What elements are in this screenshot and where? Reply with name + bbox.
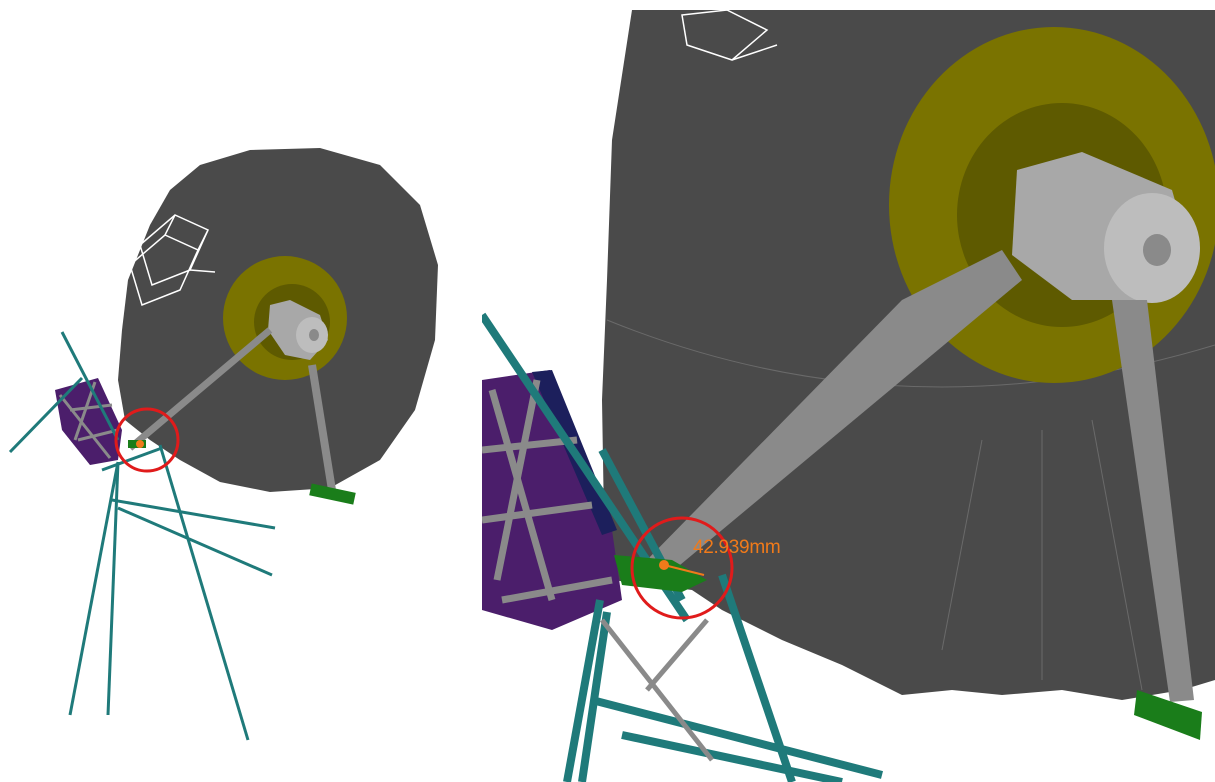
wireframe-box bbox=[129, 214, 216, 306]
mount-base-right bbox=[309, 483, 356, 505]
wireframe-box bbox=[681, 9, 778, 61]
frame-panel bbox=[55, 378, 122, 465]
boom-arm bbox=[127, 327, 273, 451]
mount-base-right bbox=[1134, 690, 1202, 740]
highlight-circle bbox=[630, 516, 734, 620]
support-struts bbox=[8, 331, 276, 741]
detail-scene bbox=[482, 9, 1215, 782]
measure-marker bbox=[614, 555, 707, 592]
overview-viewport[interactable] bbox=[0, 0, 480, 782]
gray-members bbox=[600, 618, 714, 762]
hub-cylinder-hole bbox=[309, 329, 319, 341]
frame-lattice bbox=[482, 379, 613, 604]
overview-scene bbox=[8, 148, 438, 741]
boom-arm bbox=[642, 250, 1022, 580]
measure-leader bbox=[663, 564, 705, 576]
measurement-label: 42.939mm bbox=[693, 537, 781, 558]
measure-point bbox=[136, 440, 144, 448]
frame-panel bbox=[482, 370, 622, 630]
hub-cylinder-hole bbox=[1143, 234, 1171, 266]
detail-viewport[interactable]: 42.939mm bbox=[482, 0, 1215, 782]
support-leg bbox=[1112, 300, 1194, 702]
support-leg bbox=[308, 364, 336, 491]
highlight-circle bbox=[114, 407, 180, 473]
frame-lattice bbox=[58, 381, 119, 459]
